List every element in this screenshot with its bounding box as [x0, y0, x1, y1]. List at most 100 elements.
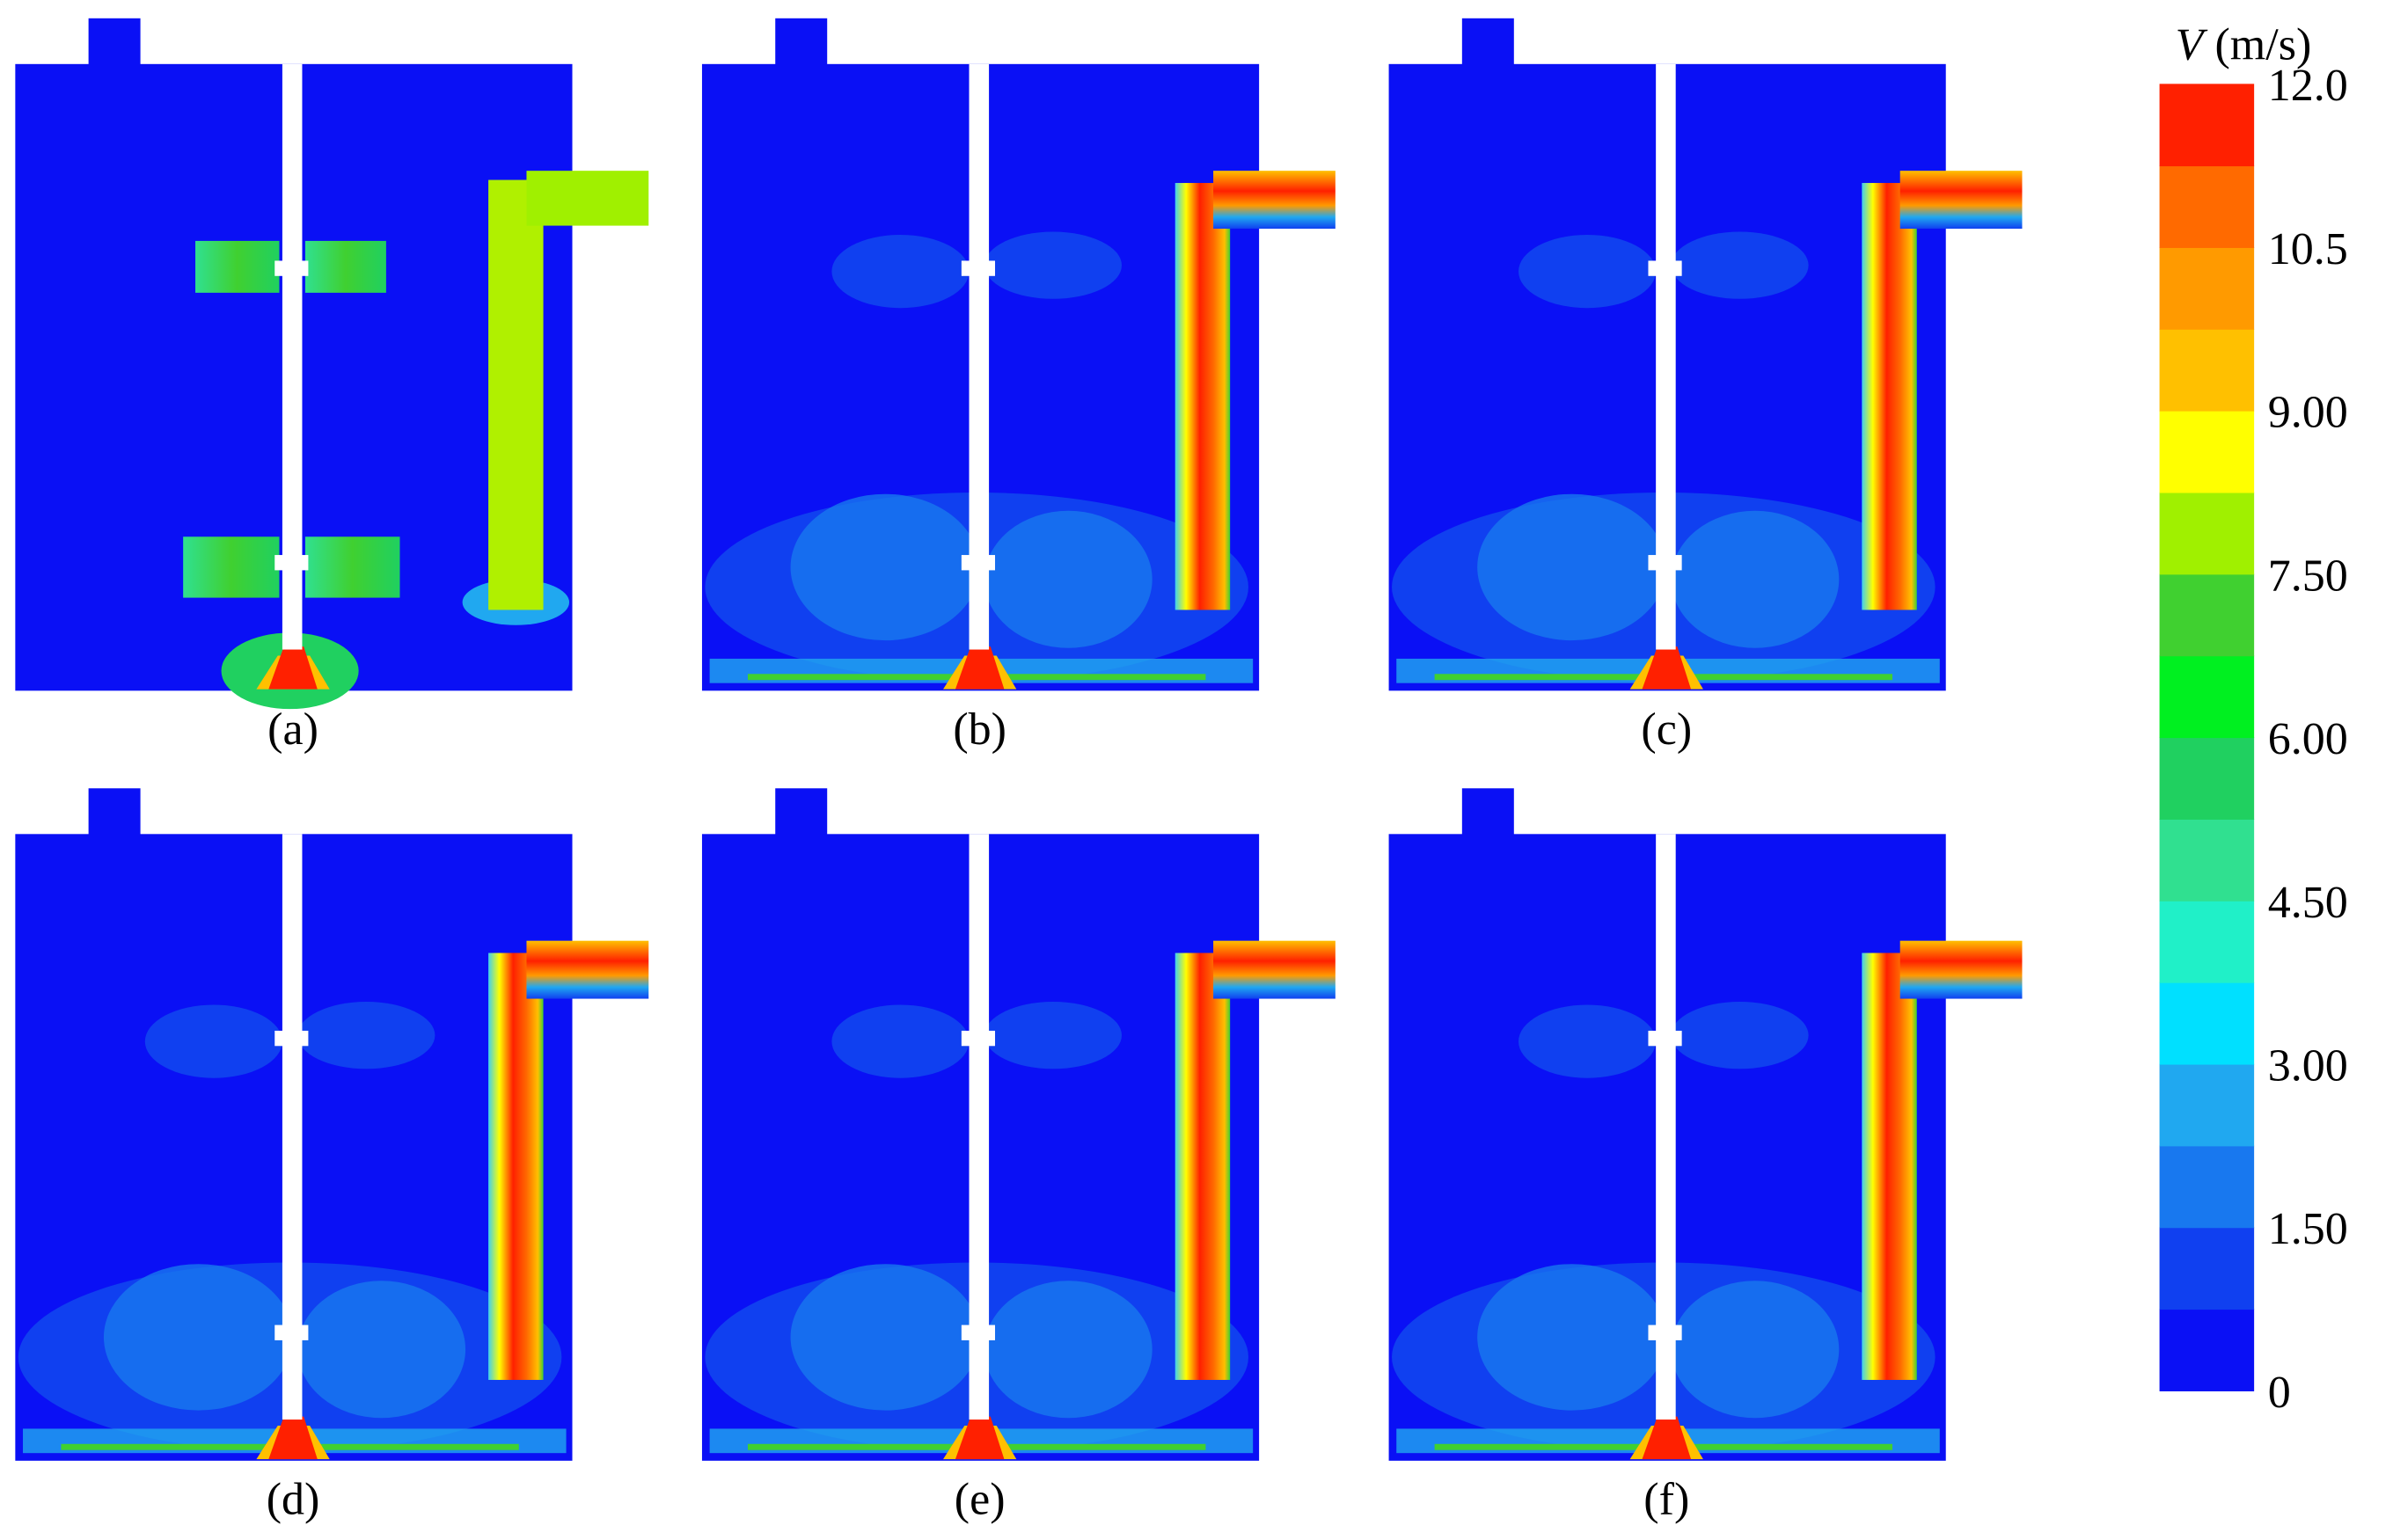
colorbar-tick-label: 4.50 — [2268, 878, 2348, 928]
outlet-pipe — [1899, 171, 2023, 230]
color-band — [2159, 819, 2255, 901]
flow-region — [144, 1004, 282, 1078]
impeller — [274, 260, 309, 276]
contour-panel: (d) — [15, 788, 649, 1524]
color-band — [2159, 492, 2255, 575]
color-band — [2159, 1309, 2255, 1391]
impeller — [274, 555, 309, 571]
flow-region — [1518, 234, 1657, 309]
flow-region — [103, 1264, 294, 1411]
riser-pipe — [1862, 183, 1917, 610]
contour-panel: (b) — [701, 18, 1336, 755]
impeller — [274, 1030, 309, 1047]
color-band — [2159, 573, 2255, 657]
panel-label: (b) — [953, 704, 1006, 755]
colorbar-tick-label: 9.00 — [2268, 388, 2348, 438]
impeller-zone — [304, 536, 400, 598]
outlet-pipe — [1899, 940, 2023, 999]
flow-region — [1477, 493, 1667, 641]
impeller-zone — [304, 240, 386, 293]
shaft — [969, 834, 990, 1420]
color-band — [2159, 737, 2255, 820]
jet-core — [955, 646, 1005, 690]
jet-core — [1642, 646, 1692, 690]
color-band — [2159, 84, 2255, 167]
panel-label: (e) — [955, 1474, 1006, 1524]
flow-region — [984, 1002, 1122, 1069]
color-band — [2159, 165, 2255, 248]
tank-nozzle — [88, 788, 141, 836]
colorbar-tick-label: 7.50 — [2268, 551, 2348, 601]
flow-region — [297, 1281, 466, 1419]
colorbar-tick-label: 10.5 — [2268, 224, 2348, 274]
tank-nozzle — [88, 18, 141, 66]
riser-pipe — [1175, 183, 1231, 610]
flow-region — [1518, 1004, 1657, 1078]
impeller — [1648, 1030, 1682, 1047]
flow-region — [1671, 510, 1840, 648]
color-band — [2159, 655, 2255, 739]
tank-nozzle — [1461, 788, 1514, 836]
unit: (m/s) — [2214, 19, 2311, 69]
jet-core — [1642, 1416, 1692, 1460]
outlet-pipe — [1213, 171, 1336, 230]
riser-pipe — [1175, 952, 1231, 1380]
flow-region — [790, 493, 980, 641]
colorbar-title: V (m/s) — [2176, 19, 2312, 69]
colorbar-tick-label: 6.00 — [2268, 714, 2348, 764]
tank-nozzle — [775, 18, 828, 66]
color-band — [2159, 247, 2255, 330]
flow-region — [831, 234, 970, 309]
panel-label: (a) — [267, 704, 318, 755]
flow-region — [984, 231, 1122, 299]
color-band — [2159, 982, 2255, 1065]
impeller-zone — [183, 536, 280, 598]
impeller — [961, 260, 996, 276]
flow-region — [1671, 231, 1809, 299]
impeller — [274, 1325, 309, 1340]
contour-panel: (a) — [15, 18, 649, 755]
color-band — [2159, 410, 2255, 493]
flow-region — [831, 1004, 970, 1078]
panel-label: (d) — [267, 1474, 320, 1524]
impeller — [961, 1030, 996, 1047]
riser-pipe — [1862, 952, 1917, 1380]
contour-panel: (c) — [1388, 18, 2023, 755]
riser-pipe — [488, 952, 544, 1380]
colorbar-tick-label: 1.50 — [2268, 1204, 2348, 1254]
contour-panel: (e) — [701, 788, 1336, 1524]
colorbar-tick-label: 0 — [2268, 1368, 2291, 1418]
flow-region — [984, 1281, 1153, 1419]
shaft — [282, 834, 303, 1420]
impeller — [961, 555, 996, 571]
outlet-pipe — [1213, 940, 1336, 999]
tank-nozzle — [1461, 18, 1514, 66]
shaft — [1656, 63, 1676, 650]
impeller-zone — [195, 240, 280, 293]
jet-core — [955, 1416, 1005, 1460]
shaft — [1656, 834, 1676, 1420]
impeller — [1648, 1325, 1682, 1340]
flow-region — [984, 510, 1153, 648]
colorbar-tick-label: 12.0 — [2268, 61, 2348, 111]
jet-core — [268, 1416, 318, 1460]
flow-region — [790, 1264, 980, 1411]
shaft — [282, 63, 303, 650]
riser-pipe — [488, 179, 544, 610]
colorbar-tick-label: 3.00 — [2268, 1041, 2348, 1091]
color-band — [2159, 1227, 2255, 1310]
outlet-pipe — [526, 940, 649, 999]
color-band — [2159, 1063, 2255, 1147]
impeller — [961, 1325, 996, 1340]
jet-core — [268, 646, 318, 690]
flow-region — [1671, 1281, 1840, 1419]
color-band — [2159, 900, 2255, 983]
color-band — [2159, 1145, 2255, 1229]
outlet-pipe — [526, 171, 649, 226]
flow-region — [297, 1002, 435, 1069]
tank-nozzle — [775, 788, 828, 836]
contour-panel: (f) — [1388, 788, 2023, 1524]
shaft — [969, 63, 990, 650]
color-band — [2159, 328, 2255, 412]
